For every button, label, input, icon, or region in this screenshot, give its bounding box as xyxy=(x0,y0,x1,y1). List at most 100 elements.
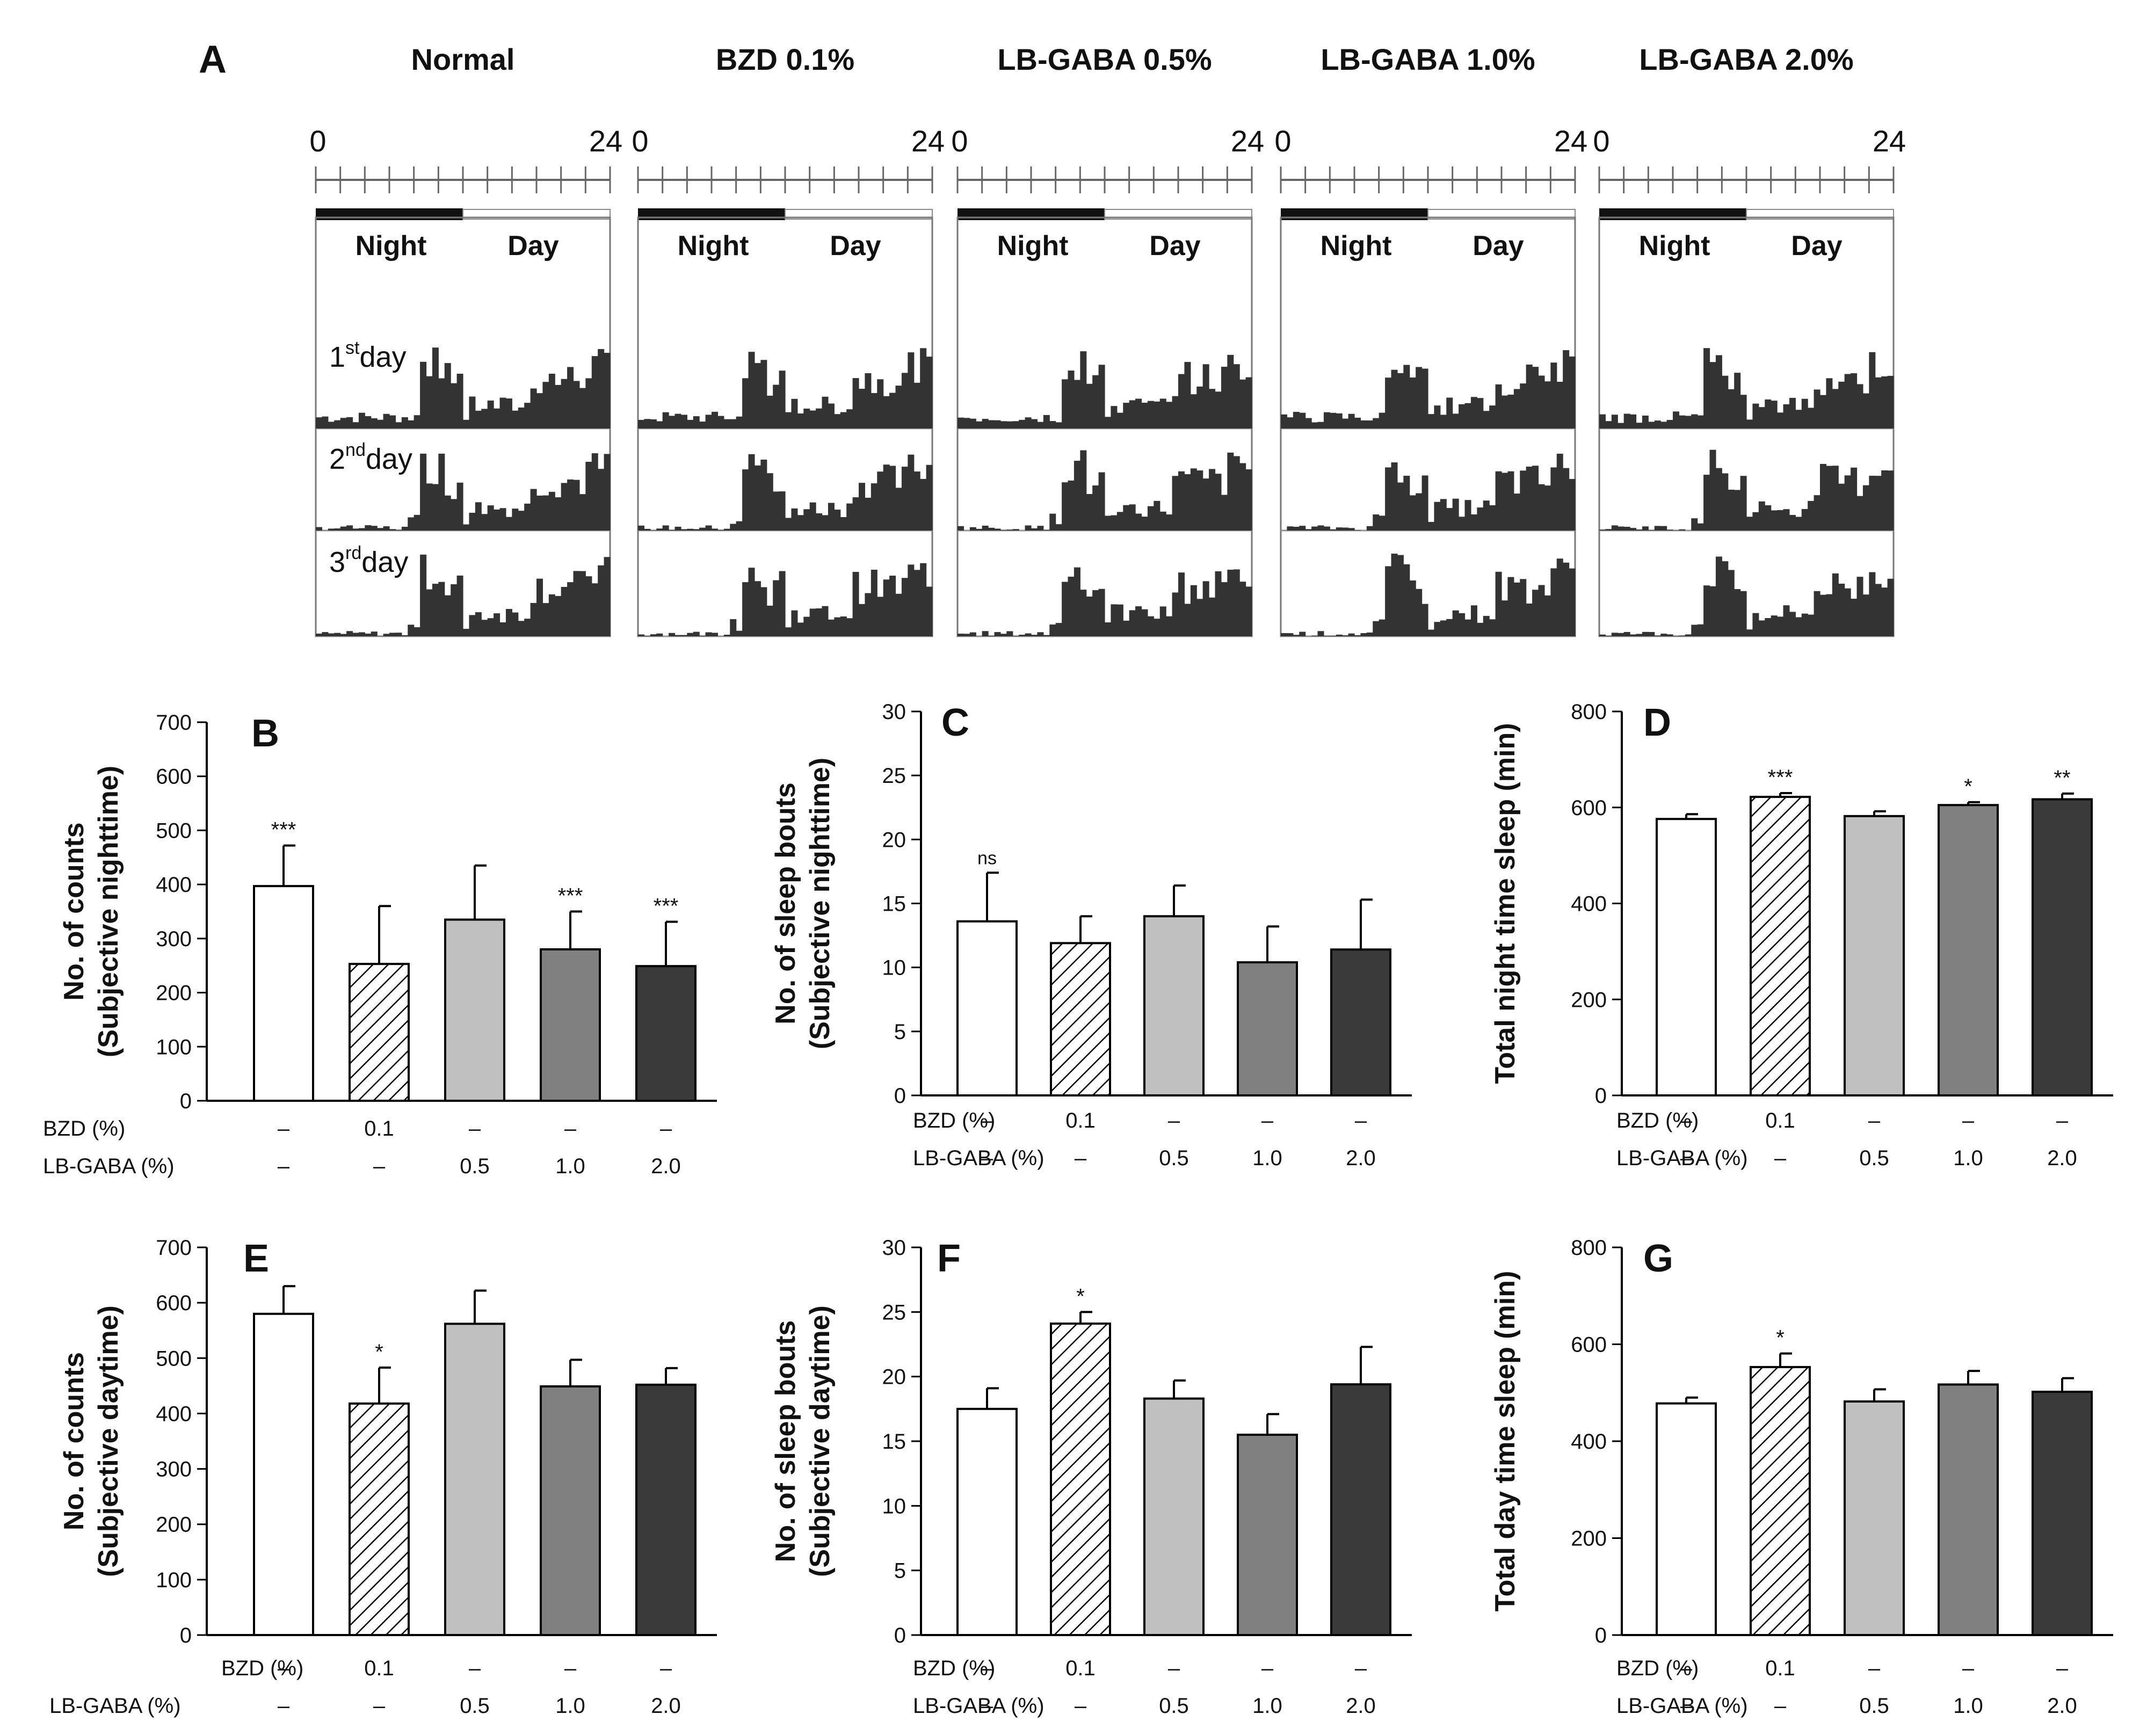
panel-a-label: A xyxy=(199,38,227,81)
activity-bar xyxy=(1538,484,1545,531)
activity-bar xyxy=(1599,634,1606,636)
activity-bar xyxy=(1814,389,1820,428)
activity-bar xyxy=(1734,373,1741,428)
y-axis-label: (Subjective daytime) xyxy=(804,1305,836,1577)
activity-bar xyxy=(982,631,989,636)
activity-bar xyxy=(1019,419,1026,428)
activity-bar xyxy=(908,454,915,531)
activity-bar xyxy=(687,419,694,428)
condition-row-label: BZD (%) xyxy=(221,1657,303,1680)
activity-bar xyxy=(469,396,476,428)
night-period-bar xyxy=(1599,208,1746,220)
activity-bar xyxy=(463,419,470,428)
activity-bar xyxy=(334,633,341,636)
activity-bar xyxy=(346,525,353,531)
activity-bar xyxy=(638,525,645,531)
activity-bar xyxy=(340,526,347,531)
y-tick-label: 300 xyxy=(156,1458,192,1481)
y-tick-label: 200 xyxy=(156,1513,192,1537)
y-tick-label: 600 xyxy=(156,1291,192,1315)
activity-bar xyxy=(383,634,390,636)
activity-bar xyxy=(1452,610,1459,636)
y-tick-label: 15 xyxy=(882,892,906,916)
activity-bar xyxy=(1317,631,1324,636)
activity-bar xyxy=(1391,554,1398,636)
activity-bar xyxy=(408,420,415,428)
activity-bar xyxy=(1190,468,1197,531)
activity-bar xyxy=(1172,476,1179,531)
activity-bar xyxy=(1789,515,1796,531)
bar xyxy=(1237,1433,1298,1636)
activity-bar xyxy=(1544,595,1551,636)
activity-bar xyxy=(920,348,927,428)
activity-bar xyxy=(1820,395,1827,428)
condition-value: – xyxy=(1680,1109,1693,1132)
activity-bar xyxy=(865,497,872,531)
bar xyxy=(1143,915,1205,1097)
activity-bar xyxy=(883,464,890,531)
activity-bar xyxy=(1569,479,1576,531)
activity-bar xyxy=(1563,562,1570,636)
y-tick-label: 200 xyxy=(1571,1527,1607,1551)
activity-bar xyxy=(1068,480,1075,531)
activity-bar xyxy=(328,633,335,636)
activity-bar xyxy=(383,413,390,428)
activity-bar xyxy=(1489,405,1496,428)
day-label: Day xyxy=(1473,230,1524,262)
activity-bar xyxy=(1459,517,1466,531)
y-axis-label: No. of sleep bouts xyxy=(770,782,801,1025)
activity-bar xyxy=(1416,367,1423,428)
day-row-label: 2ndday xyxy=(329,440,412,475)
activity-bar xyxy=(316,527,323,531)
activity-bar xyxy=(1464,619,1471,636)
activity-bar xyxy=(1734,490,1741,531)
activity-bar xyxy=(994,528,1001,531)
activity-bar xyxy=(481,514,488,531)
activity-bar xyxy=(1556,453,1563,531)
condition-value: – xyxy=(1962,1109,1975,1132)
y-axis-label: No. of sleep bouts xyxy=(770,1320,801,1563)
significance-marker: ns xyxy=(977,848,997,868)
activity-bar xyxy=(334,420,341,428)
activity-bar xyxy=(1489,505,1496,531)
activity-bar xyxy=(1599,529,1606,531)
activity-bar xyxy=(1227,354,1234,428)
activity-bar xyxy=(1293,412,1300,428)
activity-bar xyxy=(1875,584,1882,636)
activity-bar xyxy=(1697,624,1704,636)
activity-bar xyxy=(1832,573,1839,636)
activity-bar xyxy=(1111,515,1118,531)
activity-bar xyxy=(1673,411,1680,428)
activity-bar xyxy=(518,511,525,531)
activity-bar xyxy=(1544,485,1551,531)
activity-bar xyxy=(1507,577,1514,636)
activity-bar xyxy=(1166,402,1173,428)
activity-bar xyxy=(1623,527,1630,531)
activity-bar xyxy=(958,526,964,531)
activity-bar xyxy=(1293,635,1300,636)
activity-bar xyxy=(723,419,730,428)
activity-bar xyxy=(674,413,681,428)
activity-bar xyxy=(779,371,786,428)
activity-bar xyxy=(1330,529,1337,531)
activity-bar xyxy=(1215,391,1222,428)
y-tick-label: 15 xyxy=(882,1430,906,1454)
activity-bar xyxy=(371,418,378,428)
activity-bar xyxy=(334,528,341,531)
y-tick-label: 400 xyxy=(1571,892,1607,916)
activity-bar xyxy=(1464,500,1471,531)
bar xyxy=(253,885,314,1102)
condition-value: – xyxy=(373,1154,386,1178)
activity-bar xyxy=(1808,500,1815,531)
activity-bar xyxy=(494,509,501,531)
activity-bar xyxy=(754,363,761,428)
activity-bar xyxy=(1660,634,1667,636)
activity-bar xyxy=(1373,514,1380,531)
activity-bar xyxy=(1856,384,1863,428)
activity-bar xyxy=(1520,579,1527,636)
axis-start-label: 0 xyxy=(632,124,648,158)
activity-bar xyxy=(1851,373,1858,428)
activity-bar xyxy=(816,513,823,531)
activity-bar xyxy=(1123,505,1130,531)
